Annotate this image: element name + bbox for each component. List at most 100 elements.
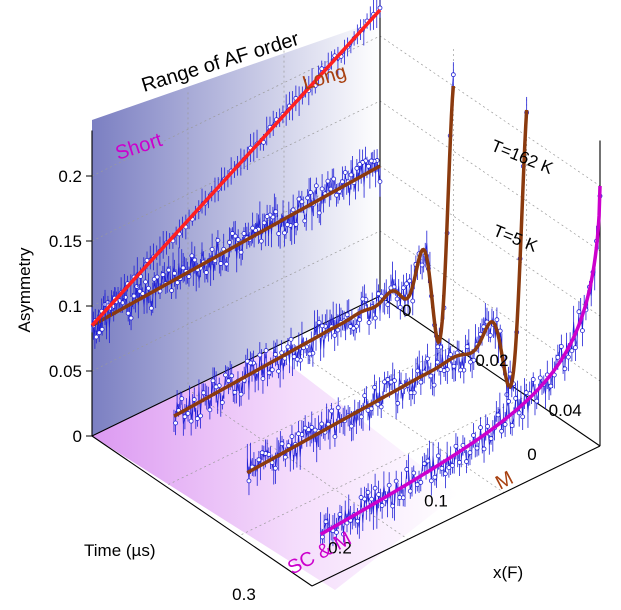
data-point: [569, 348, 575, 354]
data-point: [256, 457, 262, 463]
data-point: [307, 351, 313, 357]
data-point: [395, 400, 401, 406]
data-point: [203, 270, 209, 275]
data-point: [194, 416, 200, 421]
data-point: [344, 312, 350, 318]
data-point: [408, 390, 414, 396]
data-point: [555, 354, 561, 360]
data-point: [494, 317, 500, 323]
data-point: [282, 230, 287, 236]
data-point: [328, 186, 334, 192]
data-point: [421, 461, 427, 467]
axis-edge: [379, 295, 601, 447]
data-point: [224, 261, 229, 267]
data-point: [288, 336, 294, 342]
time-axis-label: Time (µs): [84, 541, 156, 560]
data-point: [393, 478, 399, 484]
data-point: [425, 458, 431, 464]
series-xf-0.06-T5: [319, 185, 603, 547]
y-tick-label: 0.15: [49, 232, 82, 251]
data-point: [385, 302, 391, 308]
data-point: [166, 267, 172, 273]
data-point: [357, 317, 363, 323]
data-point: [348, 172, 354, 178]
data-point: [377, 5, 383, 11]
data-point: [378, 404, 384, 410]
data-point: [319, 66, 325, 72]
time-tick-label: 0.3: [232, 585, 256, 604]
data-point: [180, 265, 186, 271]
fit-curve: [173, 85, 456, 418]
data-point: [390, 503, 396, 509]
fit-curve: [319, 185, 602, 536]
data-point: [365, 408, 371, 413]
data-point: [207, 407, 213, 413]
data-point: [279, 441, 285, 447]
data-point: [160, 272, 166, 277]
data-point: [131, 293, 137, 299]
data-point: [188, 418, 194, 424]
time-tick-label: 0: [527, 445, 536, 464]
data-point: [285, 344, 291, 350]
data-point: [376, 492, 382, 497]
data-point: [134, 284, 140, 289]
data-point: [357, 161, 363, 167]
fit-curve: [246, 109, 529, 475]
data-point: [229, 231, 235, 236]
data-point: [316, 210, 322, 216]
data-point: [264, 214, 270, 219]
data-point: [478, 425, 483, 430]
series-xf-0.02-T5: [173, 62, 456, 436]
data-point: [431, 382, 437, 388]
data-point: [308, 190, 313, 195]
data-point: [358, 414, 364, 420]
data-point: [191, 397, 197, 402]
data-point: [513, 395, 519, 401]
time-tick-label: 0.1: [424, 492, 448, 511]
data-point: [365, 490, 371, 495]
data-point: [537, 375, 543, 381]
data-point: [379, 503, 385, 508]
data-point: [580, 328, 585, 334]
y-tick-label: 0.1: [58, 297, 82, 316]
data-point: [293, 221, 299, 227]
data-point: [407, 278, 413, 284]
data-point: [377, 179, 383, 184]
data-point: [266, 370, 272, 376]
data-point: [379, 293, 384, 299]
data-point: [573, 345, 578, 351]
data-point: [244, 358, 250, 364]
data-point: [339, 179, 345, 185]
data-point: [366, 320, 372, 325]
data-point: [334, 192, 339, 198]
data-point: [372, 384, 377, 390]
data-point: [323, 519, 329, 525]
data-point: [520, 414, 526, 420]
data-point: [428, 478, 434, 484]
data-point: [404, 281, 409, 287]
axis-edge: [91, 435, 313, 587]
data-point: [299, 199, 305, 205]
data-point: [457, 459, 462, 465]
data-point: [276, 231, 282, 237]
data-point: [548, 383, 554, 389]
data-point: [397, 304, 403, 310]
data-point: [565, 354, 571, 360]
data-point: [325, 178, 331, 184]
data-point: [258, 238, 264, 244]
time-tick-label: 0.2: [328, 538, 352, 557]
data-point: [143, 279, 148, 285]
data-point: [232, 233, 238, 239]
data-point: [226, 378, 231, 384]
data-point: [468, 359, 473, 365]
data-point: [319, 323, 325, 329]
data-point: [407, 488, 413, 494]
data-point: [125, 310, 131, 316]
data-point: [146, 285, 151, 291]
xf-tick-label: 0.04: [549, 401, 582, 420]
data-point: [169, 288, 174, 293]
series-xf-0.04-T5: [246, 96, 530, 496]
data-point: [309, 425, 315, 430]
xf-axis-label: x(F): [493, 563, 523, 582]
data-point: [128, 315, 134, 321]
